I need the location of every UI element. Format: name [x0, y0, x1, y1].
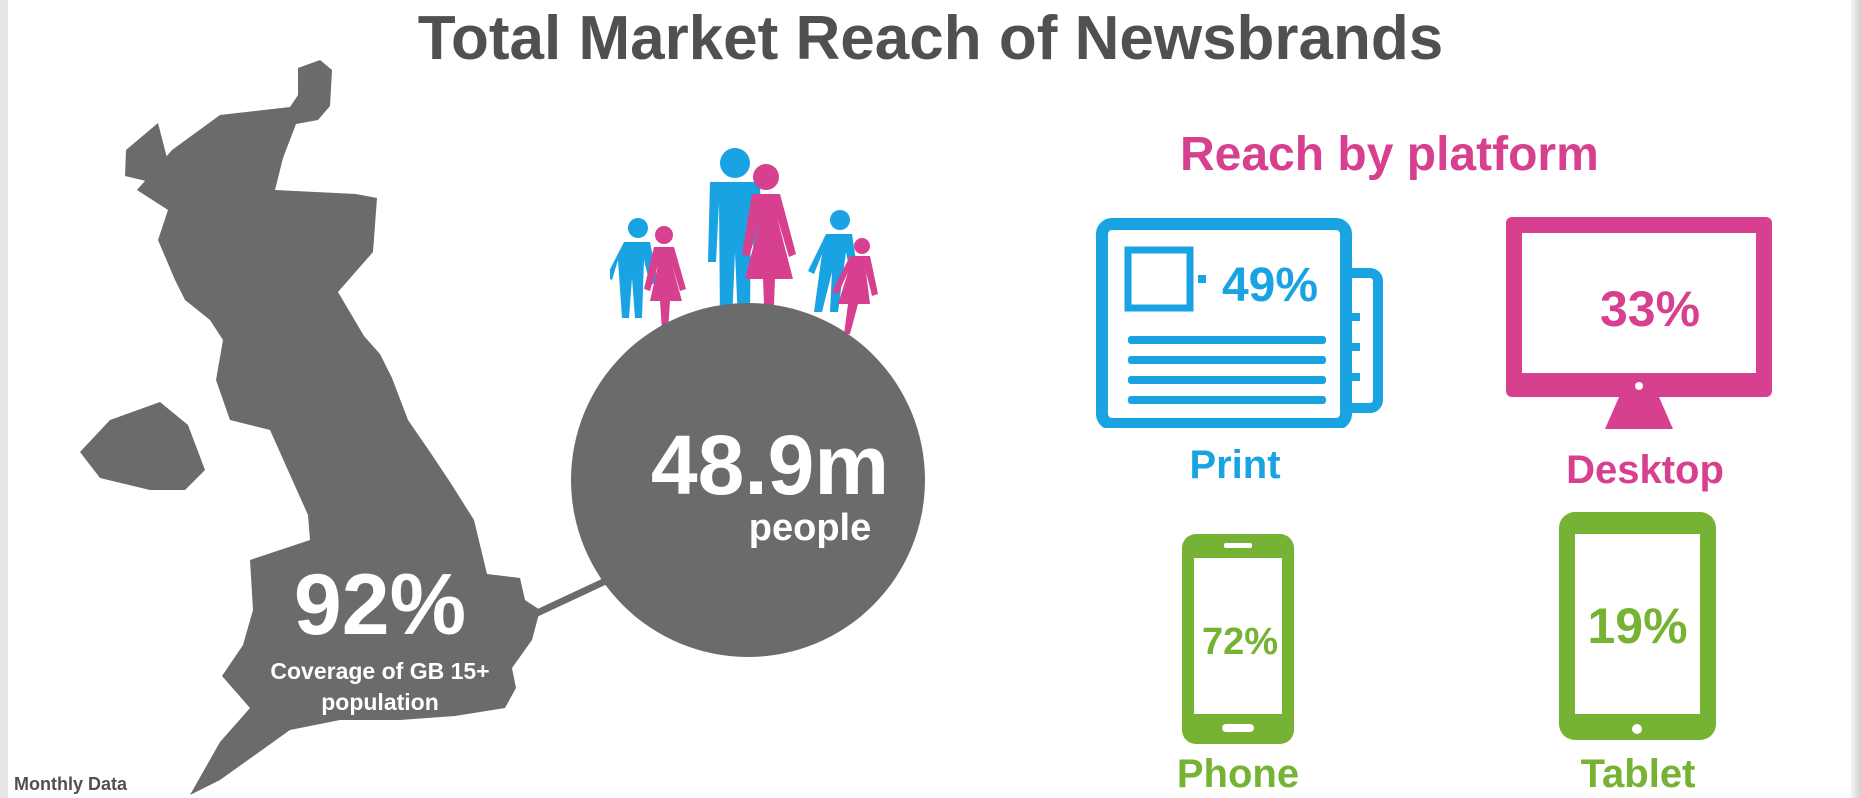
desktop-label: Desktop	[1566, 448, 1724, 492]
footnote: Monthly Data	[14, 774, 128, 794]
phone-label: Phone	[1176, 752, 1300, 796]
tablet-value: 19%	[1587, 598, 1688, 654]
print-label: Print	[1189, 443, 1281, 487]
family-icon	[610, 148, 878, 334]
frame-right-edge	[1851, 0, 1861, 798]
tablet-label: Tablet	[1580, 752, 1696, 796]
gb-map-icon	[80, 60, 540, 795]
page-title: Total Market Reach of Newsbrands	[417, 4, 1444, 73]
phone-value: 72%	[1201, 621, 1279, 663]
audience-unit: people	[748, 507, 872, 549]
platform-heading: Reach by platform	[1180, 128, 1599, 181]
audience-circle	[571, 303, 925, 657]
map-circle-connector	[533, 574, 614, 618]
audience-count: 48.9m	[650, 418, 890, 512]
monitor-icon	[1506, 217, 1772, 429]
newspaper-icon	[1096, 218, 1383, 428]
tablet-icon	[1559, 512, 1716, 740]
desktop-value: 33%	[1599, 281, 1701, 337]
print-value: 49%	[1221, 259, 1319, 312]
phone-icon	[1182, 534, 1294, 744]
coverage-percent: 92%	[293, 557, 467, 653]
frame-left-edge	[0, 0, 8, 798]
coverage-description: Coverage of GB 15+ population	[270, 658, 490, 715]
